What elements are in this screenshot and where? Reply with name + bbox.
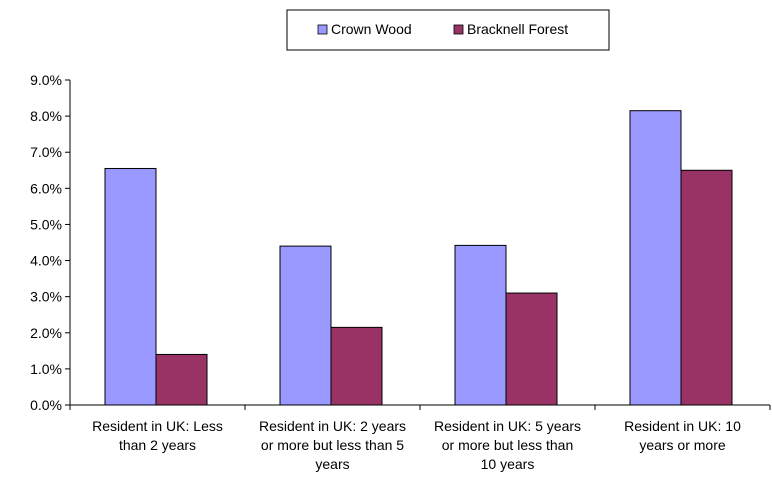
y-tick-label: 8.0% <box>30 108 62 124</box>
bar-bracknell-forest <box>680 169 733 406</box>
y-tick-label: 1.0% <box>30 361 62 377</box>
bar-bracknell-forest <box>505 292 558 406</box>
bar-crown-wood <box>454 244 507 406</box>
x-tick-label: Resident in UK: 5 years or more but less … <box>434 418 581 472</box>
y-tick-label: 4.0% <box>30 253 62 269</box>
y-tick-label: 5.0% <box>30 216 62 232</box>
bar-crown-wood <box>104 167 157 406</box>
x-tick-labels: Resident in UK: Less than 2 years Resident… <box>92 418 741 472</box>
x-tick-label: Resident in UK: 10 years or more <box>624 418 741 453</box>
legend-box <box>286 9 610 51</box>
bar-crown-wood <box>279 245 332 406</box>
legend-swatch-crown-wood <box>317 24 328 35</box>
y-axis: 0.0% 1.0% 2.0% 3.0% 4.0% 5.0% 6.0% 7.0% 8.0% 9.0% <box>30 72 71 413</box>
bar-bracknell-forest <box>155 353 208 406</box>
legend-label-crown-wood: Crown Wood <box>331 21 412 37</box>
y-tick-label: 6.0% <box>30 180 62 196</box>
x-tick-label: Resident in UK: Less than 2 years <box>92 418 223 453</box>
y-tick-label: 3.0% <box>30 289 62 305</box>
y-tick-label: 0.0% <box>30 397 62 413</box>
bars <box>104 110 733 406</box>
bar-crown-wood <box>629 110 682 406</box>
y-tick-label: 7.0% <box>30 144 62 160</box>
legend-label-bracknell-forest: Bracknell Forest <box>467 21 568 37</box>
x-axis <box>69 404 771 410</box>
y-tick-label: 2.0% <box>30 325 62 341</box>
legend-swatch-bracknell-forest <box>453 24 464 35</box>
x-tick-label: Resident in UK: 2 years or more but less … <box>259 418 406 472</box>
legend: Crown Wood Bracknell Forest <box>286 9 610 51</box>
y-tick-label: 9.0% <box>30 72 62 88</box>
bar-bracknell-forest <box>330 326 383 406</box>
